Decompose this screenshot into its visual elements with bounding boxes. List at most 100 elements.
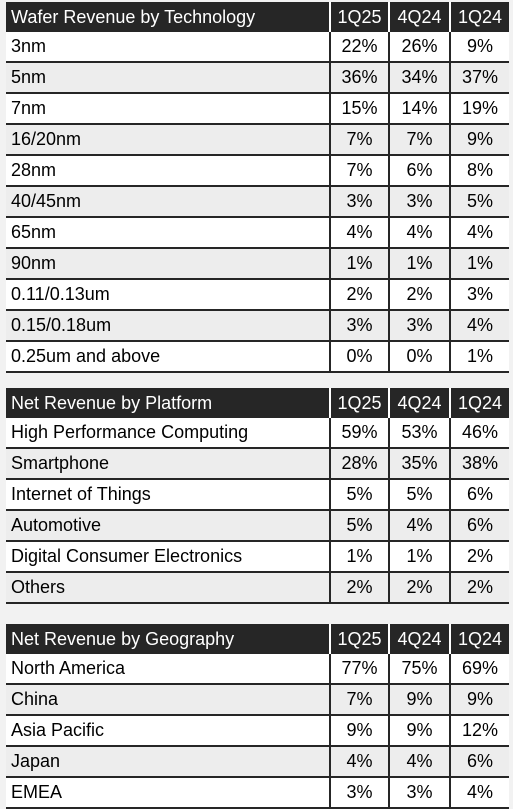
percentage-cell: 35% [388,448,450,480]
percentage-cell: 2% [388,572,450,604]
period-header: 4Q24 [388,2,450,32]
percentage-cell: 5% [329,479,389,511]
percentage-cell: 4% [449,217,509,249]
row-label: 5nm [6,62,330,94]
table-row: EMEA 3% 3% 4% [6,777,509,809]
row-label: 0.25um and above [6,341,330,373]
percentage-cell: 3% [449,279,509,311]
table-title: Wafer Revenue by Technology [6,2,330,32]
row-label: Digital Consumer Electronics [6,541,330,573]
row-label: 0.11/0.13um [6,279,330,311]
percentage-cell: 2% [329,572,389,604]
row-label: High Performance Computing [6,418,330,449]
table-header-row: Wafer Revenue by Technology 1Q25 4Q24 1Q… [6,2,509,32]
percentage-cell: 6% [449,746,509,778]
percentage-cell: 53% [388,418,450,449]
percentage-cell: 5% [388,479,450,511]
percentage-cell: 15% [329,93,389,125]
row-label: 16/20nm [6,124,330,156]
percentage-cell: 9% [449,684,509,716]
table-row: Others 2% 2% 2% [6,572,509,604]
percentage-cell: 3% [388,777,450,809]
row-label: 7nm [6,93,330,125]
table-row: 7nm 15% 14% 19% [6,93,509,125]
percentage-cell: 9% [388,684,450,716]
period-header: 1Q25 [329,388,389,418]
percentage-cell: 7% [329,155,389,187]
percentage-cell: 6% [449,479,509,511]
row-label: Others [6,572,330,604]
table-row: 65nm 4% 4% 4% [6,217,509,249]
percentage-cell: 9% [388,715,450,747]
table-row: Automotive 5% 4% 6% [6,510,509,542]
net-revenue-by-geography-table: Net Revenue by Geography 1Q25 4Q24 1Q24 … [6,624,509,809]
row-label: 65nm [6,217,330,249]
period-header: 4Q24 [388,388,450,418]
table-row: 40/45nm 3% 3% 5% [6,186,509,218]
percentage-cell: 1% [329,248,389,280]
period-header: 4Q24 [388,624,450,654]
percentage-cell: 36% [329,62,389,94]
percentage-cell: 1% [449,248,509,280]
percentage-cell: 4% [329,746,389,778]
row-label: 3nm [6,32,330,63]
row-label: Smartphone [6,448,330,480]
percentage-cell: 37% [449,62,509,94]
table-row: North America 77% 75% 69% [6,654,509,685]
table-row: 0.11/0.13um 2% 2% 3% [6,279,509,311]
percentage-cell: 28% [329,448,389,480]
row-label: North America [6,654,330,685]
net-revenue-by-platform-table: Net Revenue by Platform 1Q25 4Q24 1Q24 H… [6,388,509,604]
table-row: 16/20nm 7% 7% 9% [6,124,509,156]
percentage-cell: 34% [388,62,450,94]
percentage-cell: 4% [329,217,389,249]
percentage-cell: 2% [449,572,509,604]
percentage-cell: 1% [449,341,509,373]
percentage-cell: 3% [329,310,389,342]
percentage-cell: 77% [329,654,389,685]
table-title: Net Revenue by Platform [6,388,330,418]
percentage-cell: 1% [388,541,450,573]
row-label: Japan [6,746,330,778]
table-row: Asia Pacific 9% 9% 12% [6,715,509,747]
percentage-cell: 5% [449,186,509,218]
percentage-cell: 3% [329,777,389,809]
percentage-cell: 19% [449,93,509,125]
percentage-cell: 4% [449,310,509,342]
percentage-cell: 6% [449,510,509,542]
row-label: Asia Pacific [6,715,330,747]
row-label: 28nm [6,155,330,187]
period-header: 1Q25 [329,2,389,32]
row-label: EMEA [6,777,330,809]
percentage-cell: 2% [449,541,509,573]
period-header: 1Q25 [329,624,389,654]
percentage-cell: 7% [329,684,389,716]
percentage-cell: 9% [449,124,509,156]
table-row: Japan 4% 4% 6% [6,746,509,778]
table-row: 28nm 7% 6% 8% [6,155,509,187]
table-row: China 7% 9% 9% [6,684,509,716]
percentage-cell: 6% [388,155,450,187]
row-label: 90nm [6,248,330,280]
percentage-cell: 3% [329,186,389,218]
percentage-cell: 14% [388,93,450,125]
percentage-cell: 5% [329,510,389,542]
percentage-cell: 22% [329,32,389,63]
percentage-cell: 1% [388,248,450,280]
table-title: Net Revenue by Geography [6,624,330,654]
percentage-cell: 4% [449,777,509,809]
row-label: China [6,684,330,716]
table-row: 3nm 22% 26% 9% [6,32,509,63]
table-row: 5nm 36% 34% 37% [6,62,509,94]
table-row: Digital Consumer Electronics 1% 1% 2% [6,541,509,573]
percentage-cell: 2% [388,279,450,311]
table-row: Smartphone 28% 35% 38% [6,448,509,480]
percentage-cell: 69% [449,654,509,685]
percentage-cell: 0% [388,341,450,373]
percentage-cell: 75% [388,654,450,685]
table-row: 0.25um and above 0% 0% 1% [6,341,509,373]
percentage-cell: 7% [388,124,450,156]
percentage-cell: 3% [388,186,450,218]
percentage-cell: 9% [449,32,509,63]
period-header: 1Q24 [449,624,509,654]
